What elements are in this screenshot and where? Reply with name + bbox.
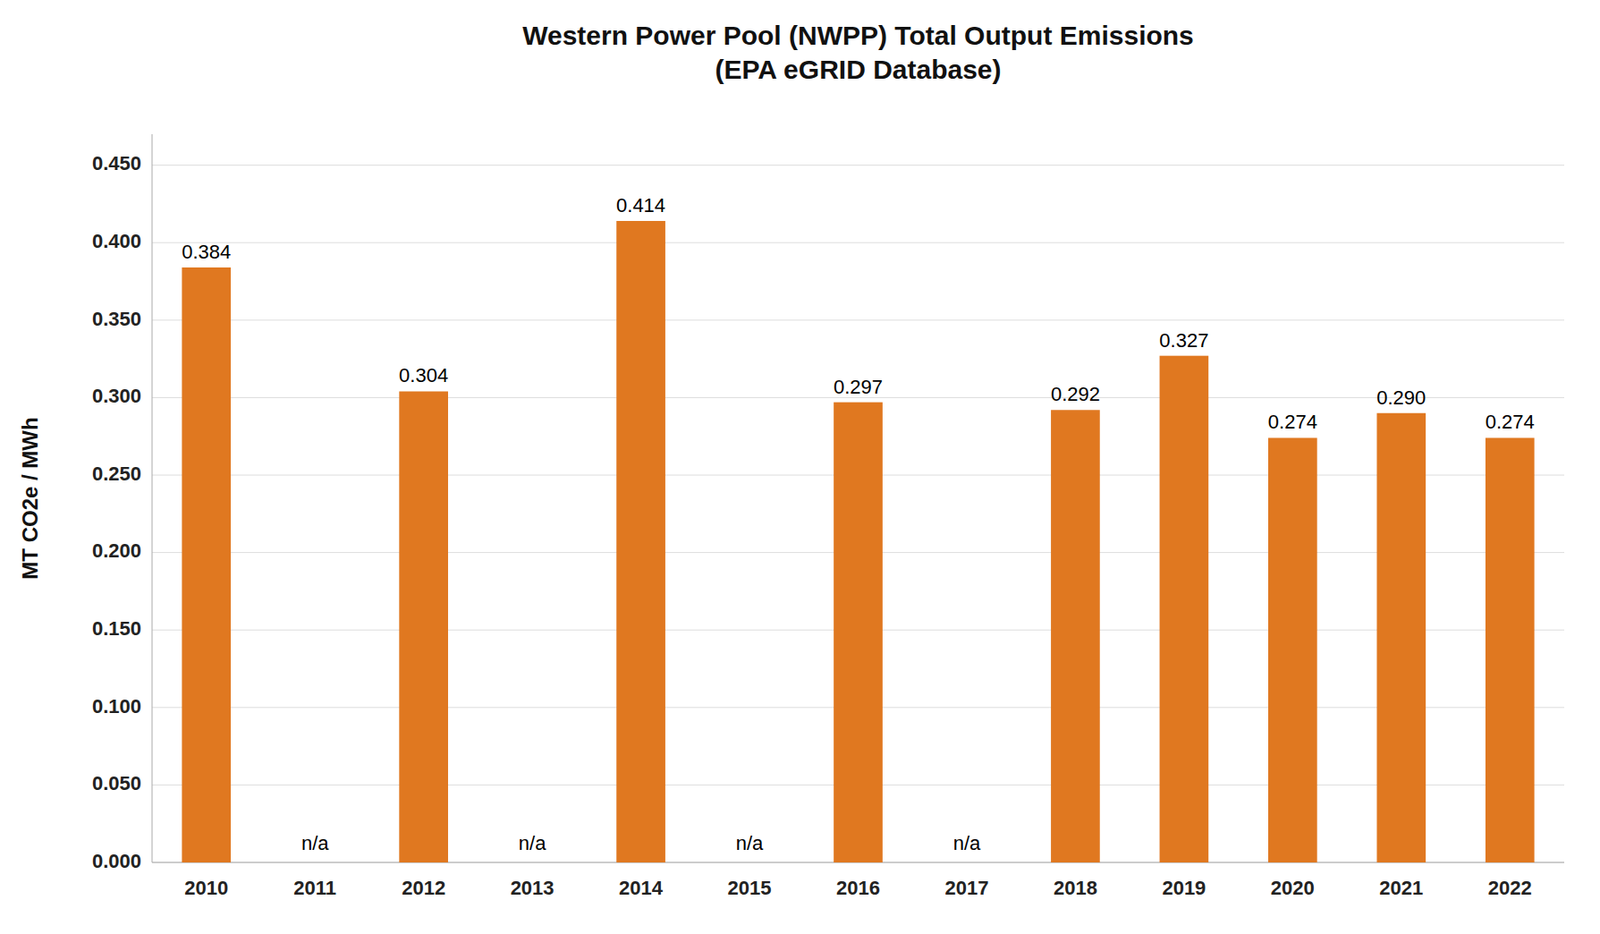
data-label: 0.290 [1376, 386, 1426, 409]
chart: 0.000 0.050 0.100 0.150 0.200 0.250 0.300 0.350… [0, 0, 1600, 934]
x-tick-label: 2020 [1270, 876, 1315, 899]
annotation: n/a [301, 831, 330, 855]
y-tick-label: 0.100 [92, 694, 142, 718]
annotation: n/a [736, 831, 764, 855]
data-label: 0.297 [833, 375, 883, 398]
bar [181, 267, 231, 863]
grid-line [152, 319, 1565, 321]
x-ticks: 2010 2011 2012 2013 2014 2015 2016 2017 2018 2019… [184, 876, 1532, 899]
y-tick-label: 0.250 [92, 462, 142, 485]
x-tick-label: 2021 [1379, 876, 1423, 899]
y-tick-label: 0.350 [92, 307, 142, 331]
x-tick-label: 2013 [510, 876, 555, 899]
y-axis-label: MT CO2e / MWh [17, 416, 43, 579]
y-tick-label: 0.300 [92, 384, 142, 407]
x-tick-label: 2014 [618, 876, 664, 899]
annotation: n/a [953, 831, 982, 855]
title-line: (EPA eGRID Database) [714, 54, 1001, 85]
title: Western Power Pool (NWPP) Total Output E… [522, 20, 1194, 85]
y-axis-line [152, 134, 153, 863]
y-tick-label: 0.150 [92, 617, 142, 640]
bars [181, 220, 1534, 863]
x-tick-label: 2012 [401, 876, 446, 899]
x-tick-label: 2019 [1161, 876, 1206, 899]
data-label: 0.304 [398, 364, 449, 387]
y-ticks: 0.000 0.050 0.100 0.150 0.200 0.250 0.300 0.350… [92, 152, 142, 872]
x-tick-label: 2022 [1488, 876, 1533, 899]
grid-line [152, 242, 1565, 244]
background [0, 0, 1600, 934]
y-tick-label: 0.400 [92, 229, 142, 253]
annotation: n/a [518, 831, 547, 855]
bar [1268, 437, 1318, 863]
x-tick-label: 2015 [728, 876, 772, 899]
data-labels: 0.384 0.304 0.414 0.297 0.292 0.327 0.274 0.290… [181, 194, 1535, 433]
data-label: 0.292 [1050, 382, 1101, 406]
data-label: 0.327 [1159, 329, 1209, 352]
y-tick-label: 0.000 [92, 849, 142, 872]
grid [152, 165, 1565, 863]
grid-line [152, 164, 1565, 166]
bar [1376, 413, 1426, 863]
bar [1050, 409, 1101, 863]
bar [398, 390, 449, 863]
data-label: 0.274 [1268, 410, 1318, 433]
x-tick-label: 2017 [944, 876, 989, 899]
data-label: 0.414 [616, 194, 666, 217]
bar [1485, 437, 1535, 863]
x-tick-label: 2016 [836, 876, 881, 899]
bar [616, 220, 666, 863]
x-tick-label: 2018 [1053, 876, 1098, 899]
bar [1159, 355, 1210, 863]
bar [833, 402, 883, 863]
data-label: 0.274 [1485, 410, 1535, 433]
title-line: Western Power Pool (NWPP) Total Output E… [522, 20, 1194, 51]
x-tick-label: 2011 [293, 876, 337, 899]
y-tick-label: 0.050 [92, 771, 142, 795]
annotations: n/a n/a n/a n/a [301, 831, 982, 855]
y-tick-label: 0.200 [92, 539, 142, 562]
x-tick-label: 2010 [184, 876, 229, 899]
data-label: 0.384 [181, 240, 231, 263]
y-tick-label: 0.450 [92, 152, 142, 175]
